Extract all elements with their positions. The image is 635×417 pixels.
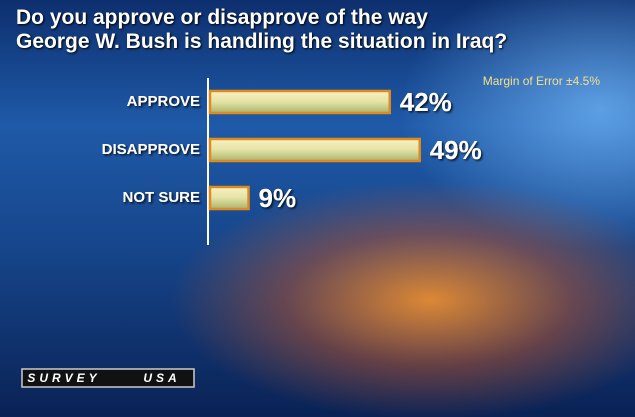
logo: SURVEY USA: [21, 368, 195, 388]
annotation: Margin of Error ±4.5%: [483, 74, 601, 88]
chart-title: Do you approve or disapprove of the way …: [16, 6, 508, 53]
bar: [208, 89, 392, 115]
bar: [208, 185, 250, 211]
category-label: DISAPPROVE: [102, 141, 200, 158]
value-label: 42%: [400, 87, 452, 117]
logo-text: SURVEY: [27, 371, 100, 385]
logo-box: [21, 368, 195, 388]
value-label: 9%: [259, 183, 297, 213]
value-label: 49%: [430, 135, 482, 165]
logo-text: USA: [143, 371, 180, 385]
category-label: NOT SURE: [122, 189, 200, 206]
category-label: APPROVE: [127, 93, 200, 110]
bar: [208, 137, 421, 163]
